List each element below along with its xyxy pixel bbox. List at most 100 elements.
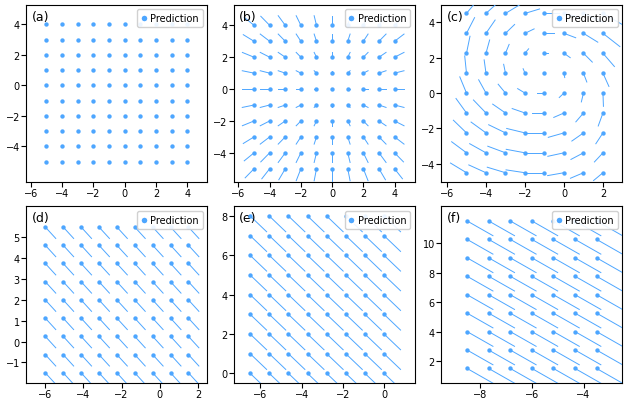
- Point: [548, 365, 558, 372]
- Point: [89, 113, 99, 120]
- Point: [89, 53, 99, 59]
- Point: [343, 87, 353, 93]
- Point: [40, 260, 50, 267]
- Point: [89, 22, 99, 29]
- Point: [303, 252, 313, 259]
- Point: [598, 71, 608, 77]
- Point: [119, 68, 129, 74]
- Point: [322, 370, 332, 377]
- Point: [166, 279, 176, 285]
- Point: [182, 98, 192, 104]
- Point: [283, 311, 293, 318]
- Point: [484, 237, 494, 243]
- Point: [58, 352, 68, 358]
- Point: [462, 11, 472, 17]
- Point: [151, 37, 161, 44]
- Point: [578, 111, 588, 117]
- Point: [462, 51, 472, 58]
- Point: [570, 310, 580, 317]
- Point: [40, 279, 50, 285]
- Point: [578, 91, 588, 97]
- Point: [570, 255, 580, 261]
- Point: [280, 134, 290, 141]
- Point: [379, 272, 389, 279]
- Point: [327, 150, 337, 157]
- Point: [341, 331, 351, 337]
- Point: [245, 370, 255, 377]
- Text: (b): (b): [239, 11, 257, 24]
- Point: [280, 87, 290, 93]
- Point: [327, 39, 337, 45]
- Point: [462, 91, 472, 97]
- Point: [327, 23, 337, 30]
- Point: [280, 118, 290, 125]
- Point: [41, 159, 51, 166]
- Point: [303, 370, 313, 377]
- Point: [94, 333, 104, 340]
- Point: [58, 224, 68, 231]
- Point: [303, 213, 313, 220]
- Point: [41, 83, 51, 90]
- Point: [322, 292, 332, 298]
- Point: [40, 224, 50, 231]
- Point: [135, 83, 145, 90]
- Point: [151, 129, 161, 135]
- Point: [73, 113, 83, 120]
- Point: [104, 83, 114, 90]
- Point: [283, 233, 293, 239]
- Point: [249, 166, 259, 173]
- Point: [183, 260, 193, 267]
- Point: [481, 71, 491, 77]
- Point: [112, 297, 122, 303]
- Point: [73, 159, 83, 166]
- Point: [112, 333, 122, 340]
- Point: [296, 71, 306, 77]
- Point: [166, 53, 176, 59]
- Point: [520, 150, 530, 157]
- Point: [104, 37, 114, 44]
- Point: [94, 260, 104, 267]
- Point: [311, 150, 322, 157]
- Point: [119, 129, 129, 135]
- Point: [104, 22, 114, 29]
- Point: [592, 328, 602, 335]
- Point: [343, 150, 353, 157]
- Point: [57, 144, 67, 150]
- Point: [76, 315, 86, 322]
- Point: [112, 260, 122, 267]
- Point: [360, 233, 370, 239]
- Point: [119, 98, 129, 104]
- Point: [570, 237, 580, 243]
- Point: [182, 22, 192, 29]
- Point: [104, 53, 114, 59]
- Point: [374, 39, 384, 45]
- Point: [527, 328, 537, 335]
- Point: [341, 292, 351, 298]
- Point: [264, 351, 274, 357]
- Point: [501, 170, 511, 177]
- Point: [374, 102, 384, 109]
- Point: [119, 159, 129, 166]
- Point: [527, 237, 537, 243]
- Point: [182, 68, 192, 74]
- Point: [379, 370, 389, 377]
- Point: [327, 166, 337, 173]
- Point: [296, 23, 306, 30]
- Point: [73, 37, 83, 44]
- Point: [520, 91, 530, 97]
- Point: [343, 102, 353, 109]
- Legend: Prediction: Prediction: [138, 211, 203, 229]
- Point: [501, 130, 511, 137]
- Point: [389, 102, 399, 109]
- Point: [283, 351, 293, 357]
- Point: [359, 87, 369, 93]
- Point: [280, 71, 290, 77]
- Point: [389, 55, 399, 61]
- Point: [598, 111, 608, 117]
- Point: [183, 279, 193, 285]
- Point: [104, 129, 114, 135]
- Point: [58, 242, 68, 249]
- Point: [484, 347, 494, 354]
- Point: [484, 255, 494, 261]
- Point: [341, 311, 351, 318]
